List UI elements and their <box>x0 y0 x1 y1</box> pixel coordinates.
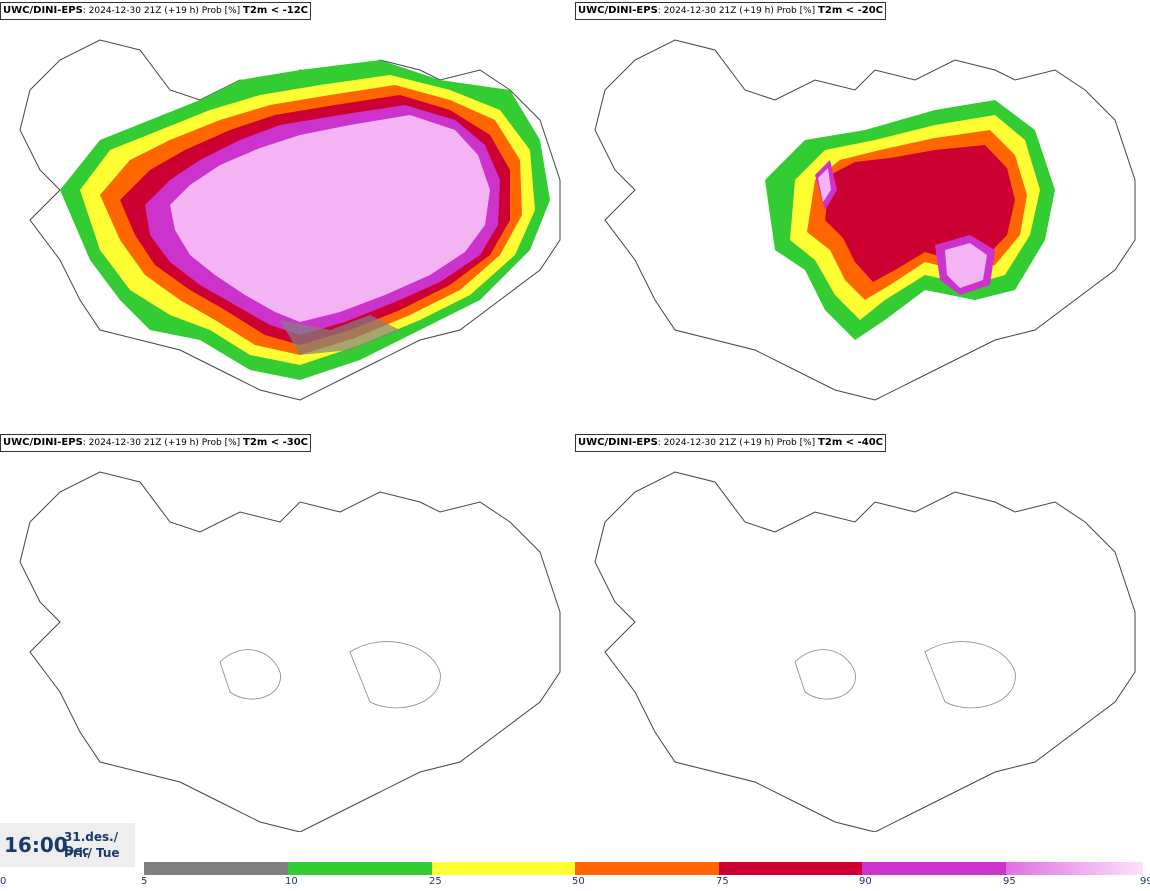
legend-tick-label: 10 <box>285 876 298 887</box>
legend-tick-label: 50 <box>572 876 585 887</box>
legend-tick-label: 0 <box>0 876 7 887</box>
legend-tick-label: 99 <box>1140 876 1150 887</box>
valid-weekday: Þri./ Tue <box>64 846 120 860</box>
map-iceland-12c <box>19 39 561 401</box>
run-info: : 2024-12-30 21Z (+19 h) Prob [%] <box>82 6 241 16</box>
legend-color-band <box>719 862 862 875</box>
valid-hour: 16:00 <box>4 833 68 857</box>
variable-label: T2m < -12C <box>243 5 308 16</box>
run-info: : 2024-12-30 21Z (+19 h) Prob [%] <box>657 438 816 448</box>
legend-color-band <box>288 862 432 875</box>
map-iceland-20c <box>594 39 1136 401</box>
model-name: UWC/DINI-EPS <box>578 437 658 448</box>
variable-label: T2m < -40C <box>818 437 883 448</box>
panel-title: UWC/DINI-EPS: 2024-12-30 21Z (+19 h) Pro… <box>575 2 886 20</box>
legend-tick-label: 25 <box>429 876 442 887</box>
map-iceland-40c <box>594 471 1136 832</box>
map-panel-1: UWC/DINI-EPS: 2024-12-30 21Z (+19 h) Pro… <box>0 0 575 432</box>
model-name: UWC/DINI-EPS <box>3 437 83 448</box>
legend-color-band <box>432 862 575 875</box>
valid-time-box: 16:00 31.des./ Dec Þri./ Tue <box>0 823 135 867</box>
variable-label: T2m < -30C <box>243 437 308 448</box>
legend-color-band <box>144 862 288 875</box>
map-panel-2: UWC/DINI-EPS: 2024-12-30 21Z (+19 h) Pro… <box>575 0 1150 432</box>
panel-title: UWC/DINI-EPS: 2024-12-30 21Z (+19 h) Pro… <box>0 2 311 20</box>
map-iceland-30c <box>19 471 561 832</box>
legend-tick-label: 75 <box>716 876 729 887</box>
run-info: : 2024-12-30 21Z (+19 h) Prob [%] <box>657 6 816 16</box>
panel-title: UWC/DINI-EPS: 2024-12-30 21Z (+19 h) Pro… <box>575 434 886 452</box>
map-panel-4: UWC/DINI-EPS: 2024-12-30 21Z (+19 h) Pro… <box>575 432 1150 864</box>
model-name: UWC/DINI-EPS <box>3 5 83 16</box>
legend-tick-label: 90 <box>859 876 872 887</box>
legend-tick-label: 5 <box>141 876 148 887</box>
legend-color-band <box>1006 862 1143 875</box>
legend-color-band <box>575 862 719 875</box>
color-legend: 0 5 10 25 50 75 90 95 99 <box>0 862 1150 891</box>
variable-label: T2m < -20C <box>818 5 883 16</box>
valid-date: 31.des./ Dec <box>64 830 119 858</box>
run-info: : 2024-12-30 21Z (+19 h) Prob [%] <box>82 438 241 448</box>
legend-tick-label: 95 <box>1003 876 1016 887</box>
legend-color-band <box>862 862 1006 875</box>
panel-title: UWC/DINI-EPS: 2024-12-30 21Z (+19 h) Pro… <box>0 434 311 452</box>
model-name: UWC/DINI-EPS <box>578 5 658 16</box>
map-panel-3: UWC/DINI-EPS: 2024-12-30 21Z (+19 h) Pro… <box>0 432 575 864</box>
